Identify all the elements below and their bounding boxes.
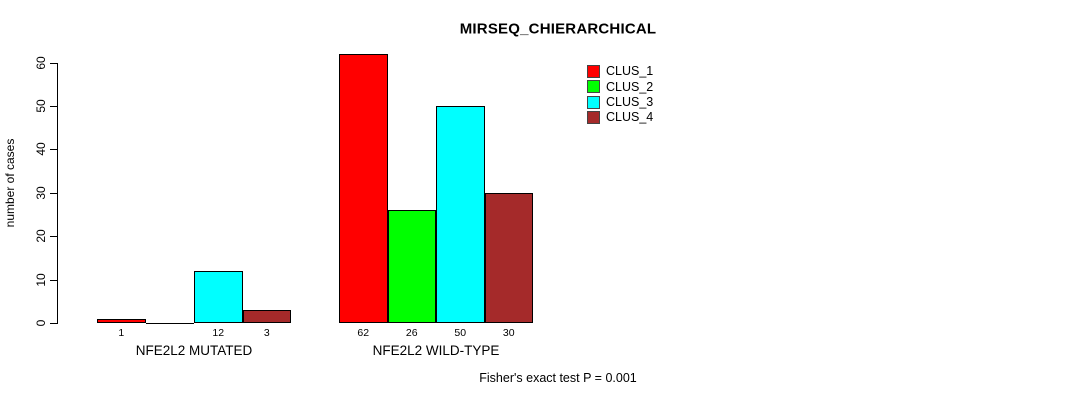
y-tick-label: 10 bbox=[34, 272, 48, 287]
y-tick-label: 40 bbox=[34, 142, 48, 157]
legend-item: CLUS_1 bbox=[587, 64, 653, 79]
legend: CLUS_1 CLUS_2 CLUS_3 CLUS_4 bbox=[587, 64, 653, 125]
group-label: NFE2L2 WILD-TYPE bbox=[372, 343, 500, 358]
bar-value-label: 50 bbox=[454, 327, 467, 339]
y-tick-label: 30 bbox=[34, 186, 48, 200]
legend-item: CLUS_4 bbox=[587, 110, 653, 125]
bar bbox=[436, 106, 485, 323]
y-tick-label: 0 bbox=[34, 319, 48, 327]
y-axis-title: number of cases bbox=[3, 138, 17, 228]
legend-item: CLUS_3 bbox=[587, 95, 653, 110]
legend-color-swatch bbox=[587, 80, 600, 94]
bar-value-label: 62 bbox=[357, 327, 370, 339]
bar-value-label: 26 bbox=[405, 327, 418, 339]
bar bbox=[194, 270, 243, 323]
y-tick-mark bbox=[50, 323, 57, 324]
legend-item: CLUS_2 bbox=[587, 79, 653, 94]
legend-color-swatch bbox=[587, 65, 600, 79]
bar bbox=[387, 210, 436, 323]
y-tick-label: 60 bbox=[34, 55, 48, 70]
legend-item-label: CLUS_2 bbox=[606, 79, 654, 94]
bar bbox=[484, 192, 533, 323]
y-tick-label: 50 bbox=[34, 99, 48, 113]
y-tick-mark bbox=[50, 192, 57, 194]
bar-zero-height bbox=[145, 323, 194, 324]
group-label: NFE2L2 MUTATED bbox=[135, 343, 253, 358]
y-tick-mark bbox=[50, 279, 57, 281]
bar-value-label: 1 bbox=[118, 327, 125, 339]
y-tick-mark bbox=[50, 106, 57, 107]
annotation-text: Fisher's exact test P = 0.001 bbox=[479, 371, 637, 385]
y-tick-label: 20 bbox=[34, 229, 48, 243]
y-tick-mark bbox=[50, 149, 57, 151]
bar-value-label: 3 bbox=[263, 327, 270, 339]
bar-value-label: 12 bbox=[212, 327, 225, 339]
y-axis-line bbox=[57, 62, 58, 324]
legend-item-label: CLUS_1 bbox=[606, 64, 654, 79]
legend-color-swatch bbox=[587, 95, 600, 109]
legend-color-swatch bbox=[587, 111, 600, 125]
bar-value-label: 30 bbox=[502, 327, 515, 339]
y-tick-mark bbox=[50, 62, 57, 64]
chart-title: MIRSEQ_CHIERARCHICAL bbox=[459, 20, 657, 38]
y-tick-mark bbox=[50, 236, 57, 238]
bar bbox=[97, 318, 146, 323]
bar bbox=[339, 53, 388, 323]
legend-item-label: CLUS_3 bbox=[606, 94, 654, 109]
bar bbox=[242, 309, 291, 323]
legend-item-label: CLUS_4 bbox=[606, 110, 654, 125]
